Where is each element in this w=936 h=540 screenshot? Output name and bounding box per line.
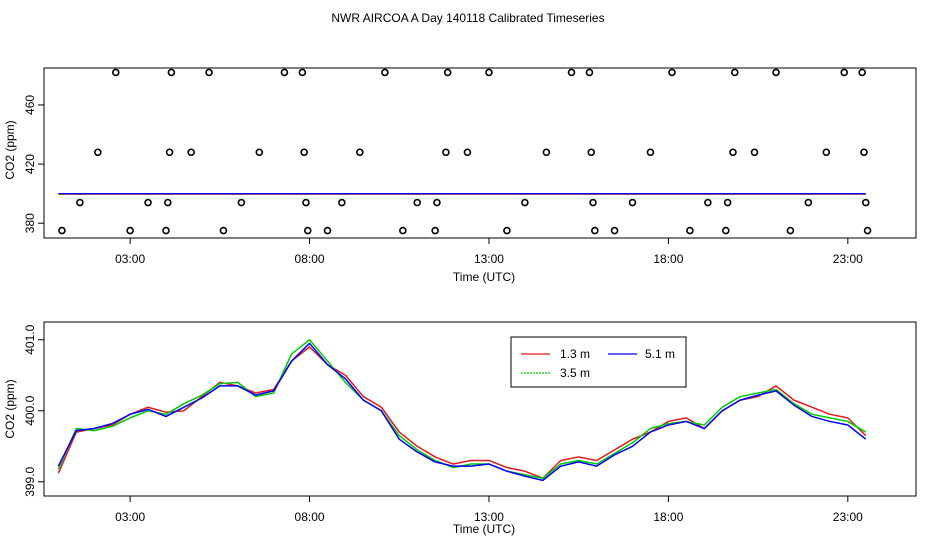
scatter-point [822,148,831,157]
top-axis-ticks: 03:00 08:00 13:00 18:00 23:00 380 420 460 [23,95,863,266]
scatter-point [587,148,596,157]
bottom-x-tick-label: 23:00 [833,510,863,524]
scatter-point [628,198,637,207]
scatter-point [237,198,246,207]
scatter-point [668,68,676,77]
scatter-point [431,226,439,235]
scatter-point [567,68,576,77]
top-x-tick-label: 13:00 [474,252,504,266]
bottom-panel: 03:00 08:00 13:00 18:00 23:00 399.0 400.0 401.0… [3,321,917,536]
scatter-point [255,148,264,157]
top-scatter-points [58,68,872,235]
bottom-y-axis-label: CO2 (ppm) [3,379,17,438]
scatter-point [772,68,780,77]
scatter-point [381,68,389,77]
bottom-x-axis-label: Time (UTC) [453,522,515,536]
scatter-point [589,198,597,207]
scatter-point [144,198,152,207]
scatter-point [126,226,134,235]
scatter-point [338,198,346,207]
scatter-point [303,226,312,235]
top-x-tick-label: 03:00 [115,252,145,266]
top-series-lines [58,193,866,195]
scatter-point [860,148,868,157]
top-x-tick-label: 18:00 [653,252,683,266]
scatter-point [686,226,694,235]
scatter-point [863,226,872,235]
scatter-point [323,226,332,235]
scatter-point [591,226,599,235]
top-x-tick-label: 08:00 [295,252,325,266]
bottom-series-lines [57,339,867,482]
top-y-tick-label: 460 [23,95,37,115]
scatter-point [521,198,529,207]
scatter-point [704,198,712,207]
scatter-point [111,68,120,77]
scatter-point [298,68,307,77]
scatter-point [804,198,813,207]
scatter-point [840,68,849,77]
scatter-point [750,148,759,157]
chart-title: NWR AIRCOA A Day 140118 Calibrated Times… [331,11,604,25]
bottom-y-tick-label: 399.0 [23,466,37,496]
legend-box [510,336,687,388]
bottom-y-tick-label: 400.0 [23,395,37,425]
scatter-point [355,148,364,157]
scatter-point [205,68,213,77]
top-x-axis-label: Time (UTC) [453,270,515,284]
top-y-tick-label: 420 [23,154,37,174]
legend-label-3-5m: 3.5 m [560,366,590,380]
scatter-point [219,226,228,235]
bottom-x-tick-label: 18:00 [653,510,683,524]
scatter-point [861,198,870,207]
bottom-axis-ticks: 03:00 08:00 13:00 18:00 23:00 399.0 400.0 401.0 [23,324,863,524]
legend-label-1-3m: 1.3 m [560,347,590,361]
scatter-point [443,68,452,77]
scatter-point [542,148,551,157]
top-y-axis-label: CO2 (ppm) [3,120,17,179]
top-y-tick-label: 380 [23,213,37,233]
scatter-point [730,68,739,77]
scatter-point [58,226,66,235]
scatter-point [280,68,289,77]
scatter-point [503,226,511,235]
scatter-point [300,148,308,157]
scatter-point [858,68,866,77]
scatter-point [413,198,422,207]
top-x-tick-label: 23:00 [833,252,863,266]
series-line-51m [57,342,867,482]
scatter-point [167,68,176,77]
scatter-point [187,148,195,157]
bottom-plot-frame [43,321,917,497]
scatter-point [442,148,450,157]
scatter-point [76,198,84,207]
scatter-point [162,226,170,235]
scatter-point [723,198,732,207]
scatter-point [485,68,493,77]
scatter-point [164,198,172,207]
scatter-point [722,226,730,235]
scatter-point [165,148,174,157]
scatter-point [610,226,619,235]
bottom-y-tick-label: 401.0 [23,324,37,354]
scatter-point [585,68,594,77]
series-line-13m [57,346,867,479]
scatter-point [729,148,737,157]
legend: 1.3 m 5.1 m 3.5 m [510,336,687,388]
bottom-x-tick-label: 13:00 [474,510,504,524]
scatter-point [786,226,795,235]
scatter-point [646,148,655,157]
scatter-point [302,198,310,207]
legend-label-5-1m: 5.1 m [645,347,675,361]
scatter-point [433,198,441,207]
bottom-x-tick-label: 08:00 [295,510,325,524]
scatter-point [463,148,472,157]
scatter-point [399,226,407,235]
top-panel: 03:00 08:00 13:00 18:00 23:00 380 420 460 Time … [3,67,917,284]
bottom-x-tick-label: 03:00 [115,510,145,524]
top-plot-frame [43,67,917,239]
scatter-point [94,148,102,157]
